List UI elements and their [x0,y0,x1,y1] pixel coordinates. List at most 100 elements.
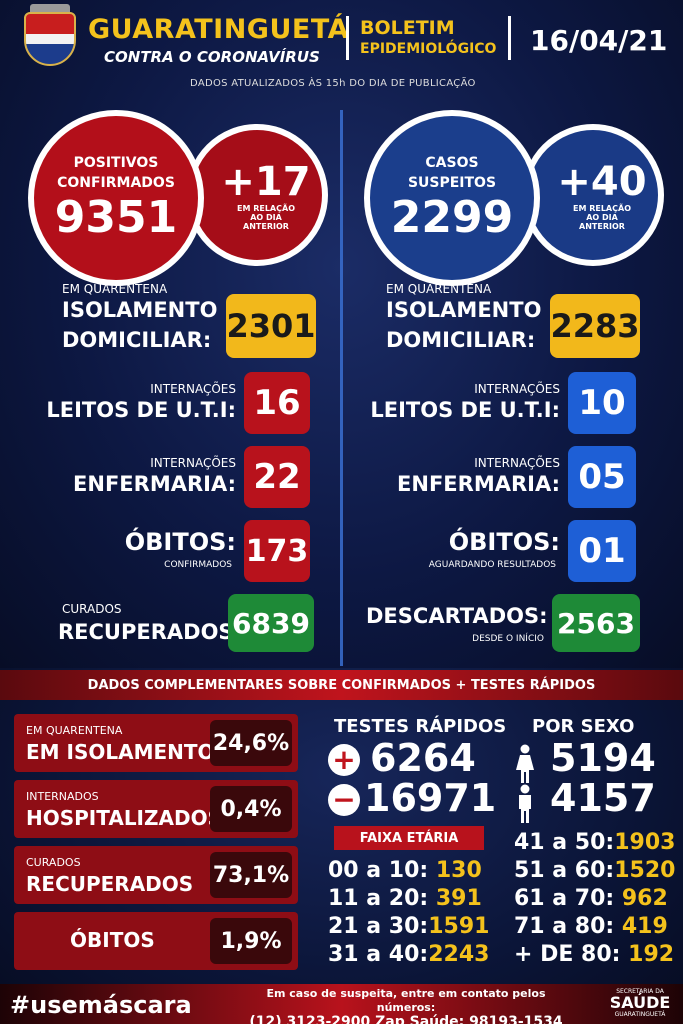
ward-small-label: INTERNAÇÕES [474,456,560,470]
age-value: 192 [628,942,675,967]
health-secretariat-logo: SECRETARIA DA SAÚDE GUARATINGUETÁ [604,988,676,1018]
age-range: 11 a 20: [328,886,429,911]
ward-label: ENFERMARIA: [397,472,560,496]
contact-info: Em caso de suspeita, entre em contato pe… [236,987,576,1024]
isolation-small-label: EM QUARENTENA [386,282,492,296]
pct-row-value: 24,6% [210,720,292,766]
deaths-label: ÓBITOS: [448,528,560,556]
pct-row-small-label: INTERNADOS [26,790,99,803]
uti-value: 16 [244,372,310,434]
age-value: 1903 [614,830,676,855]
age-row: 21 a 30:1591 [328,914,489,939]
female-icon [516,744,534,783]
discarded-value: 2563 [552,594,640,652]
recovered-small-label: CURADOS [62,602,122,616]
pct-row-label: EM ISOLAMENTO [26,740,215,764]
pct-row-value: 73,1% [210,852,292,898]
isolation-label-line1: ISOLAMENTO [62,298,218,322]
suspect-label-line1: CASOS [425,155,479,171]
hospitalized-pct-row: INTERNADOS HOSPITALIZADOS 0,4% [14,780,298,838]
isolation-label-line2: DOMICILIAR: [62,328,212,352]
pct-row-label: RECUPERADOS [26,872,194,896]
ward-small-label: INTERNAÇÕES [150,456,236,470]
secretariat-line1: SECRETARIA DA [616,988,664,995]
age-range: 41 a 50: [514,830,615,855]
confirmed-circle: POSITIVOS CONFIRMADOS 9351 [28,110,204,286]
bulletin-date: 16/04/21 [530,24,668,57]
bulletin-title: BOLETIM EPIDEMIOLÓGICO [360,18,496,60]
age-row: 11 a 20: 391 [328,886,482,911]
delta-note-line2: AO DIA [586,212,618,222]
ward-value: 05 [568,446,636,508]
secretariat-line3: GUARATINGUETÁ [614,1011,666,1018]
female-count: 5194 [550,736,656,780]
uti-value: 10 [568,372,636,434]
rapid-tests-positive: 6264 [370,736,476,780]
recovered-label: RECUPERADOS: [58,620,242,644]
confirmed-label-line2: CONFIRMADOS [57,175,175,191]
delta-note-line1: EM RELAÇÃO [237,203,295,213]
pct-row-label: ÓBITOS [70,928,155,952]
isolation-value: 2301 [226,294,316,358]
recovered-value: 6839 [228,594,314,652]
confirmed-delta-circle: +17 EM RELAÇÃO AO DIA ANTERIOR [186,124,328,266]
complementary-banner: DADOS COMPLEMENTARES SOBRE CONFIRMADOS +… [0,670,683,700]
isolation-small-label: EM QUARENTENA [62,282,168,296]
footer-bar [0,984,683,1024]
secretariat-line2: SAÚDE [609,993,671,1012]
plus-icon: + [328,744,360,776]
contact-line2: (12) 3123-2900 Zap Saúde: 98193-1534 [249,1014,563,1024]
age-value: 1591 [428,914,490,939]
city-title: GUARATINGUETÁ [88,14,350,45]
uti-small-label: INTERNAÇÕES [474,382,560,396]
delta-note-line2: AO DIA [250,212,282,222]
column-divider [340,110,343,666]
rapid-tests-title: TESTES RÁPIDOS [334,716,507,737]
header-divider [508,16,511,60]
discarded-label: DESCARTADOS: [366,604,548,628]
uti-label: LEITOS DE U.T.I: [46,398,236,422]
pct-row-label: HOSPITALIZADOS [26,806,222,830]
male-icon [519,784,531,823]
age-value: 391 [435,886,482,911]
confirmed-label-line1: POSITIVOS [73,155,159,171]
age-range: 21 a 30: [328,914,429,939]
bulletin-title-line1: BOLETIM [360,17,455,39]
uti-label: LEITOS DE U.T.I: [370,398,560,422]
male-count: 4157 [550,776,656,820]
deaths-label: ÓBITOS: [124,528,236,556]
age-row: 61 a 70: 962 [514,886,668,911]
age-value: 962 [621,886,668,911]
discarded-small-label: DESDE O INÍCIO [472,634,544,644]
pct-row-small-label: EM QUARENTENA [26,724,123,737]
update-note: DADOS ATUALIZADOS ÀS 15h DO DIA DE PUBLI… [190,78,476,89]
age-value: 2243 [428,942,490,967]
age-range: 71 a 80: [514,914,615,939]
age-range: 31 a 40: [328,942,429,967]
age-value: 419 [621,914,668,939]
confirmed-delta-value: +17 [221,158,311,205]
mask-hashtag: #usemáscara [10,991,192,1019]
header-divider [346,16,349,60]
age-range: 51 a 60: [514,858,615,883]
isolation-value: 2283 [550,294,640,358]
age-range: 00 a 10: [328,858,429,883]
isolation-label-line2: DOMICILIAR: [386,328,536,352]
pct-row-small-label: CURADOS [26,856,81,869]
suspect-delta-value: +40 [557,158,647,205]
age-value: 1520 [614,858,676,883]
delta-note-line3: ANTERIOR [579,221,625,231]
age-row: 51 a 60:1520 [514,858,675,883]
city-crest-icon [24,12,76,66]
age-row: 71 a 80: 419 [514,914,668,939]
age-row: 00 a 10: 130 [328,858,482,883]
suspect-value: 2299 [390,192,514,243]
isolation-label-line1: ISOLAMENTO [386,298,542,322]
suspect-label-line2: SUSPEITOS [407,175,497,191]
delta-note-line1: EM RELAÇÃO [573,203,631,213]
minus-icon: − [328,784,360,816]
suspect-delta-circle: +40 EM RELAÇÃO AO DIA ANTERIOR [522,124,664,266]
ward-label: ENFERMARIA: [73,472,236,496]
uti-small-label: INTERNAÇÕES [150,382,236,396]
age-range-title: FAIXA ETÁRIA [334,826,484,850]
